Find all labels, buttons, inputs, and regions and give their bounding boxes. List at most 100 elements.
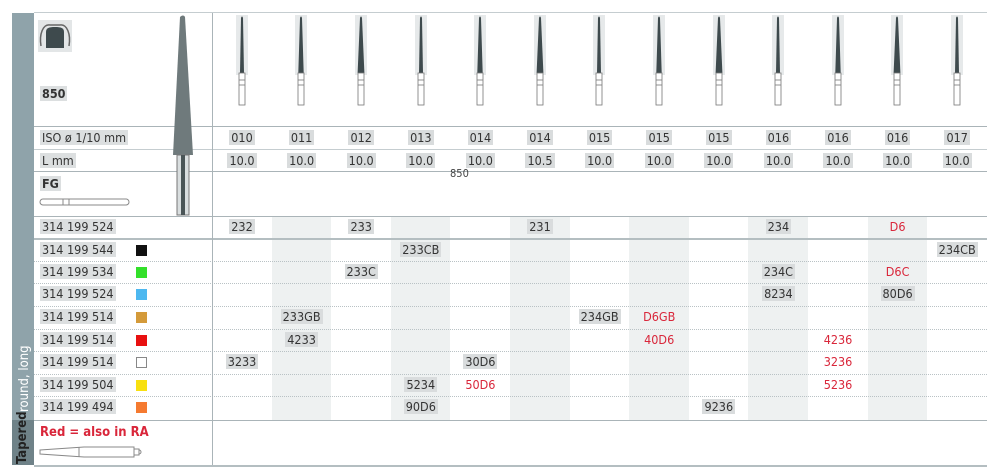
iso-size: 016 — [884, 130, 911, 145]
product-code[interactable]: 233CB — [400, 242, 442, 257]
product-code[interactable]: 234GB — [578, 309, 621, 324]
grit-color-swatch — [136, 267, 147, 278]
length-value: 10.0 — [704, 153, 734, 168]
column-shade — [867, 217, 928, 420]
crown-prep-icon — [38, 20, 72, 52]
product-code[interactable]: 4236 — [823, 332, 853, 347]
grit-color-swatch — [136, 335, 147, 346]
bur-image — [653, 15, 665, 106]
reference-number: 314 199 544 — [40, 242, 116, 257]
fg-shank-icon — [39, 198, 130, 206]
grit-color-swatch — [136, 245, 147, 256]
grit-color-swatch — [136, 402, 147, 413]
side-band — [12, 13, 34, 465]
iso-size: 011 — [288, 130, 315, 145]
product-code[interactable]: 5236 — [823, 377, 853, 392]
shank-type: FG — [40, 176, 61, 191]
grit-color-swatch — [136, 357, 147, 368]
product-code[interactable]: 3236 — [823, 354, 853, 369]
reference-number: 314 199 534 — [40, 264, 116, 279]
product-code[interactable]: 231 — [527, 219, 553, 234]
length-value: 10.0 — [346, 153, 376, 168]
watermark-text: 850 — [450, 167, 469, 180]
iso-size: 010 — [229, 130, 255, 145]
iso-size: 013 — [408, 130, 434, 145]
large-bur-image — [173, 15, 193, 216]
reference-number: 314 199 494 — [40, 399, 116, 414]
ra-shank-icon — [39, 446, 142, 458]
iso-label: ISO ø 1/10 mm — [40, 130, 129, 145]
reference-number: 314 199 504 — [40, 377, 116, 392]
length-value: 10.0 — [406, 153, 436, 168]
product-code[interactable]: 90D6 — [403, 399, 438, 414]
grit-color-swatch — [136, 380, 147, 391]
legend-red-ra: Red = also in RA — [40, 425, 149, 440]
reference-number: 314 199 514 — [40, 332, 116, 347]
product-code[interactable]: 234 — [765, 219, 792, 234]
figure-number: 850 — [40, 86, 68, 101]
product-code[interactable]: 9236 — [702, 399, 736, 414]
iso-size: 014 — [467, 130, 494, 145]
bur-image — [414, 15, 427, 106]
length-value: 10.0 — [465, 153, 495, 168]
length-value: 10.5 — [525, 153, 555, 168]
product-code[interactable]: D6 — [889, 219, 906, 234]
iso-size: 015 — [586, 130, 613, 145]
product-code[interactable]: 232 — [229, 219, 255, 234]
length-value: 10.0 — [823, 153, 853, 168]
product-code[interactable]: 233C — [344, 264, 378, 279]
length-value: 10.0 — [585, 153, 615, 168]
iso-size: 016 — [825, 130, 851, 145]
length-value: 10.0 — [227, 153, 257, 168]
product-code[interactable]: 233GB — [280, 309, 323, 324]
length-value: 10.0 — [942, 153, 972, 168]
product-code[interactable]: D6C — [885, 264, 910, 279]
length-value: 10.0 — [763, 153, 793, 168]
product-code[interactable]: 5234 — [404, 377, 438, 392]
bur-image — [772, 15, 785, 106]
length-value: 10.0 — [287, 153, 317, 168]
product-code[interactable]: 4233 — [285, 332, 318, 347]
iso-size: 014 — [527, 130, 553, 145]
product-code[interactable]: 234CB — [936, 242, 978, 257]
length-value: 10.0 — [883, 153, 913, 168]
product-code[interactable]: 40D6 — [644, 332, 675, 347]
bur-image — [295, 15, 308, 106]
grit-color-swatch — [136, 312, 147, 323]
reference-number: 314 199 514 — [40, 354, 116, 369]
bur-image — [593, 15, 606, 106]
product-code[interactable]: 30D6 — [463, 354, 498, 369]
column-shade — [629, 217, 689, 420]
bur-image — [533, 15, 546, 106]
product-code[interactable]: 3233 — [225, 354, 259, 369]
column-shade — [510, 217, 570, 420]
column-shade — [748, 217, 808, 420]
reference-number: 314 199 514 — [40, 309, 116, 324]
bur-image — [831, 15, 844, 106]
bur-image — [951, 15, 963, 106]
reference-number: 314 199 524 — [40, 286, 116, 301]
product-code[interactable]: 50D6 — [465, 377, 496, 392]
product-code[interactable]: D6GB — [643, 309, 676, 324]
product-code[interactable]: 233 — [348, 219, 374, 234]
side-label-round-long: round, long — [17, 345, 32, 412]
bur-image — [474, 15, 487, 106]
bur-image — [355, 15, 367, 106]
bur-image — [891, 15, 904, 106]
grit-color-swatch — [136, 289, 147, 300]
iso-size: 017 — [944, 130, 970, 145]
product-code[interactable]: 8234 — [762, 286, 795, 301]
iso-size: 015 — [646, 130, 672, 145]
iso-size: 015 — [706, 130, 732, 145]
length-value: 10.0 — [644, 153, 674, 168]
product-code[interactable]: 80D6 — [880, 286, 915, 301]
iso-size: 012 — [348, 130, 374, 145]
side-label-tapered: Tapered — [15, 411, 30, 464]
product-code[interactable]: 234C — [761, 264, 796, 279]
reference-number: 314 199 524 — [40, 219, 116, 234]
bur-image — [712, 15, 725, 106]
side-band-tapered — [12, 420, 34, 465]
bur-image — [235, 15, 248, 106]
length-label: L mm — [40, 153, 76, 168]
